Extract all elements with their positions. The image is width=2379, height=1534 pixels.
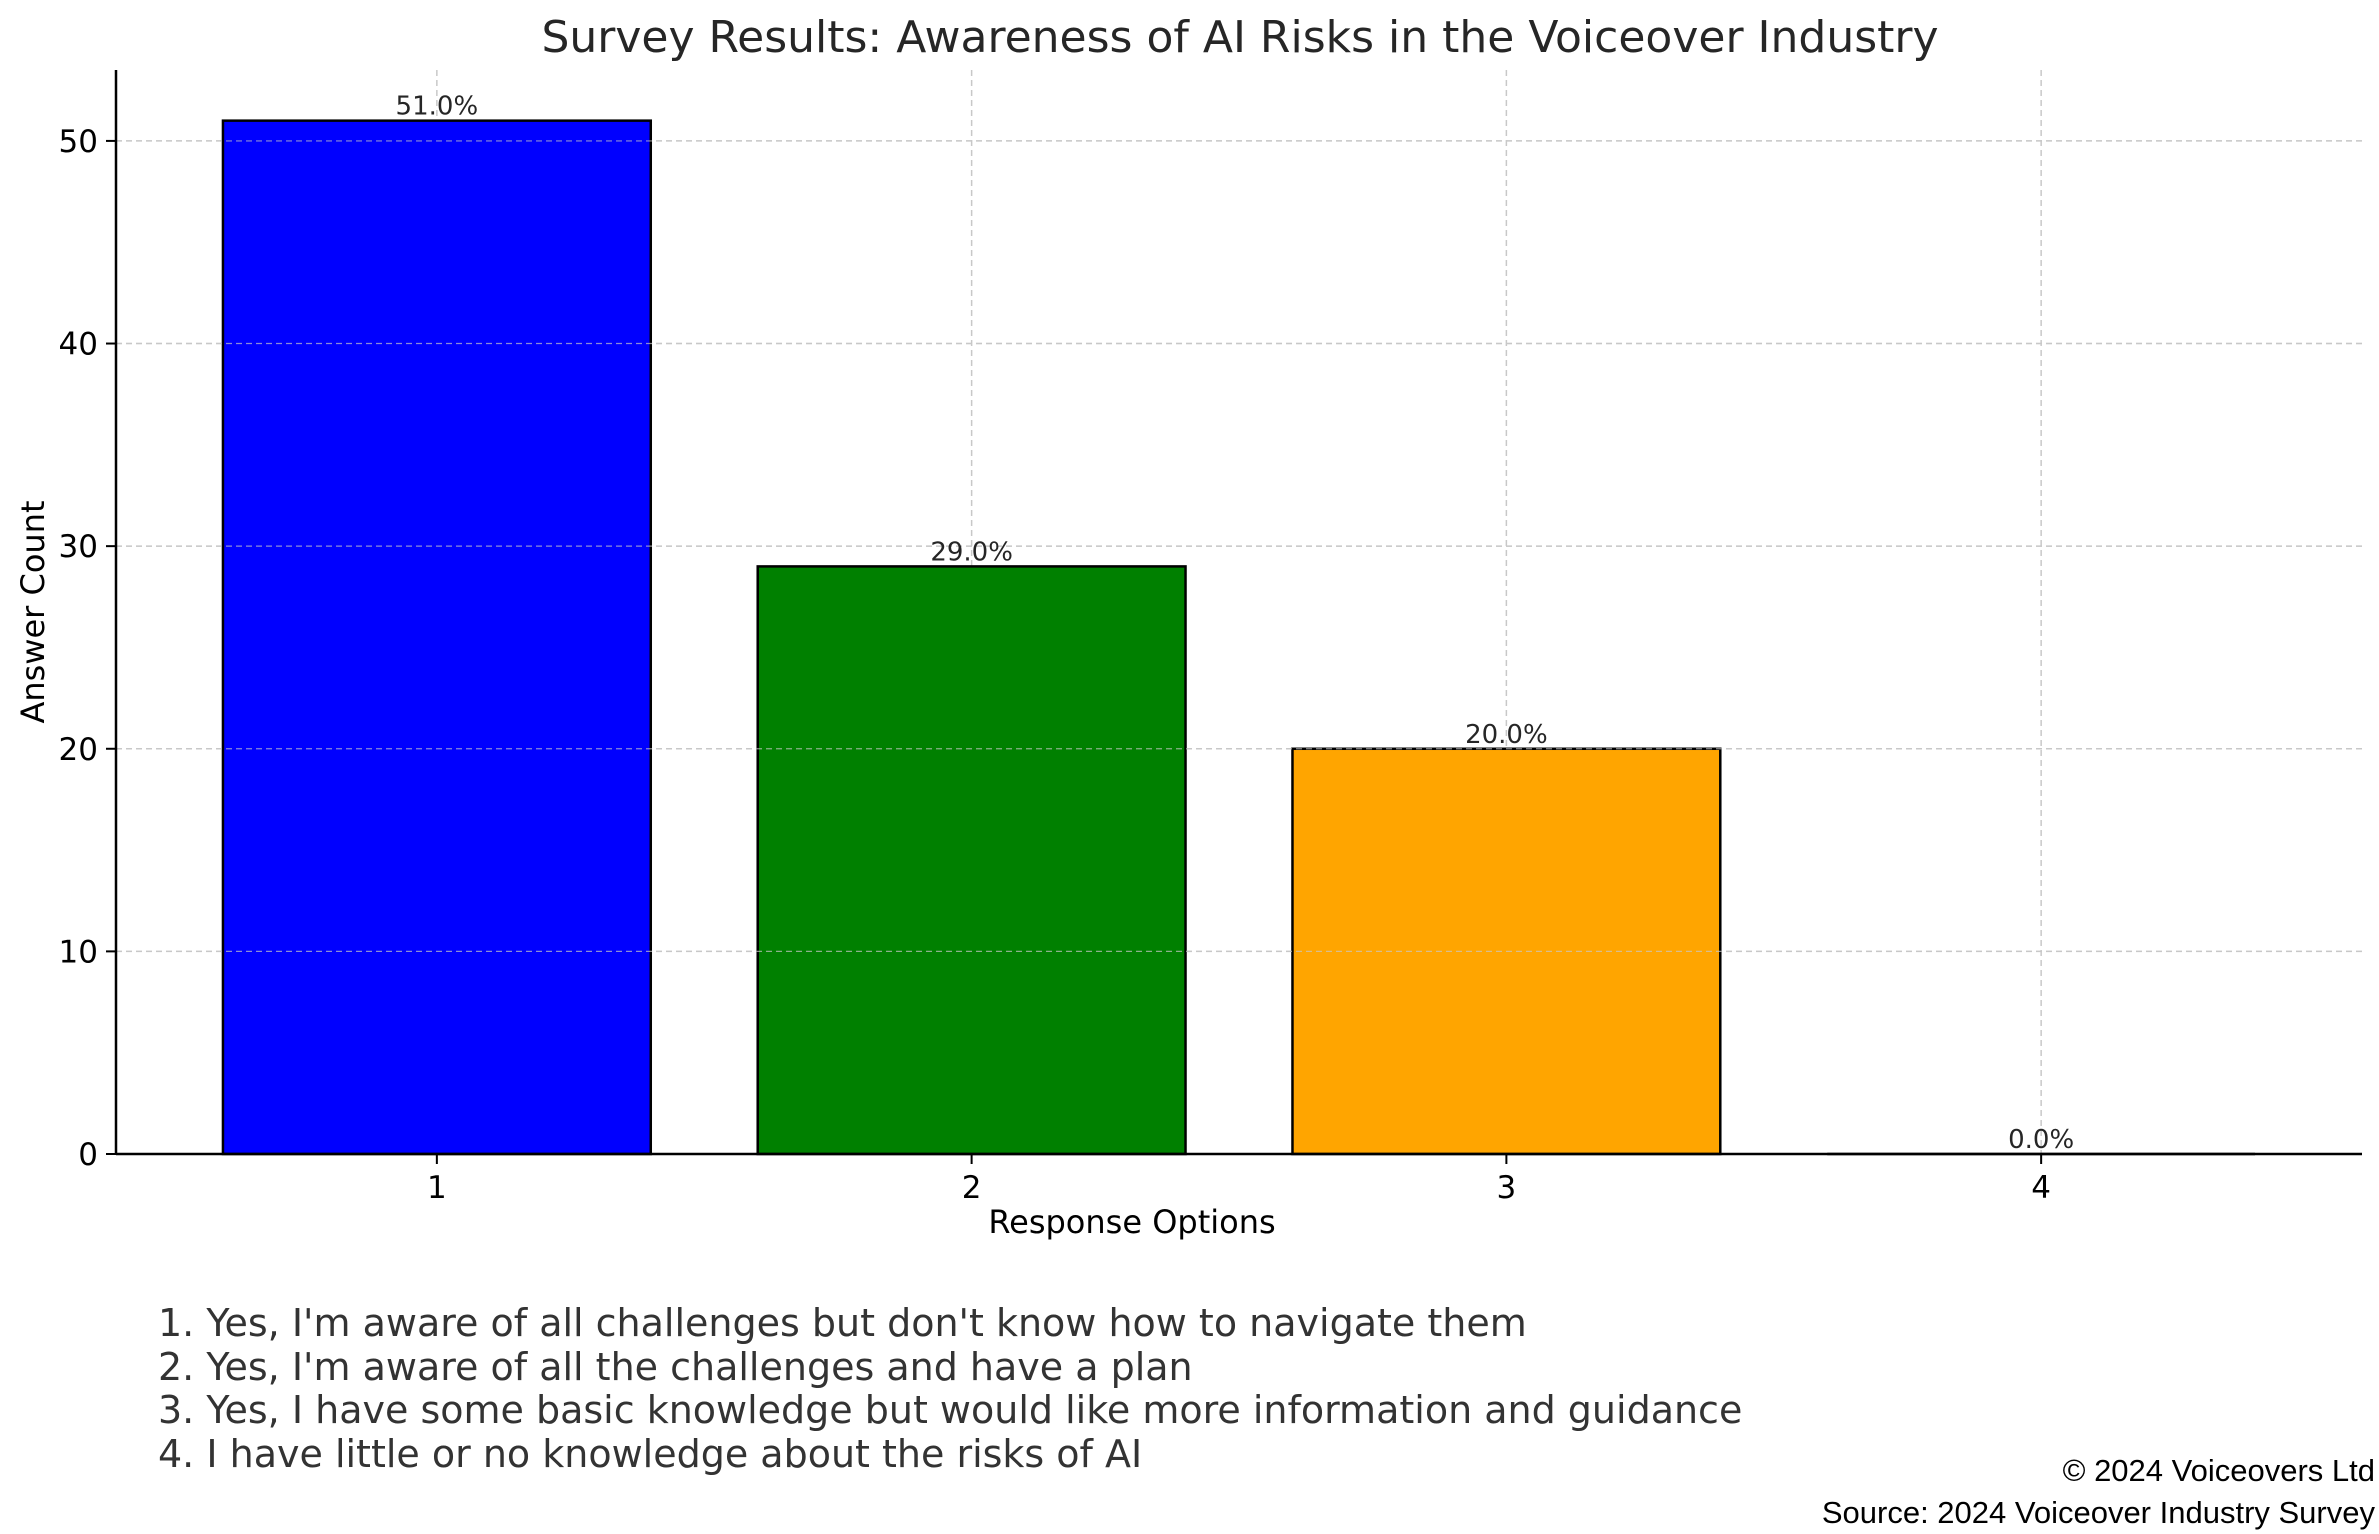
legend-item: 3. Yes, I have some basic knowledge but … — [158, 1388, 1743, 1432]
bars — [221, 119, 2256, 1156]
y-tick-label: 20 — [59, 732, 98, 768]
bar — [756, 565, 1187, 1156]
x-axis-ticks: 1 2 3 4 — [427, 1154, 2051, 1206]
x-tick-label: 3 — [1497, 1170, 1517, 1206]
data-label: 29.0% — [930, 537, 1013, 567]
y-tick-label: 40 — [59, 327, 98, 363]
data-label: 51.0% — [396, 92, 479, 122]
y-axis-ticks: 0 10 20 30 40 50 — [59, 124, 116, 1173]
x-tick-label: 1 — [427, 1170, 447, 1206]
y-tick-label: 50 — [59, 124, 98, 160]
x-tick-label: 4 — [2031, 1170, 2051, 1206]
footer: © 2024 Voiceovers Ltd Source: 2024 Voice… — [1822, 1450, 2375, 1534]
chart-title: Survey Results: Awareness of AI Risks in… — [541, 12, 1938, 63]
copyright-text: © 2024 Voiceovers Ltd — [2062, 1453, 2375, 1488]
source-text: Source: 2024 Voiceover Industry Survey — [1821, 1495, 2375, 1530]
y-tick-label: 30 — [59, 529, 98, 565]
legend-item: 1. Yes, I'm aware of all challenges but … — [158, 1301, 1527, 1345]
x-tick-label: 2 — [962, 1170, 982, 1206]
legend-item: 2. Yes, I'm aware of all the challenges … — [158, 1344, 1193, 1389]
x-axis-label: Response Options — [988, 1203, 1275, 1241]
data-label: 0.0% — [2008, 1125, 2074, 1155]
data-labels: 51.0% 29.0% 20.0% 0.0% — [116, 92, 2362, 1155]
y-tick-label: 0 — [78, 1137, 98, 1173]
response-legend: 1. Yes, I'm aware of all challenges but … — [158, 1301, 1743, 1476]
legend-item: 4. I have little or no knowledge about t… — [158, 1431, 1143, 1476]
y-axis-label: Answer Count — [14, 500, 52, 723]
bar — [221, 119, 653, 1156]
y-tick-label: 10 — [59, 934, 98, 970]
data-label: 20.0% — [1465, 720, 1548, 750]
bar-chart: Survey Results: Awareness of AI Risks in… — [14, 12, 2362, 1241]
